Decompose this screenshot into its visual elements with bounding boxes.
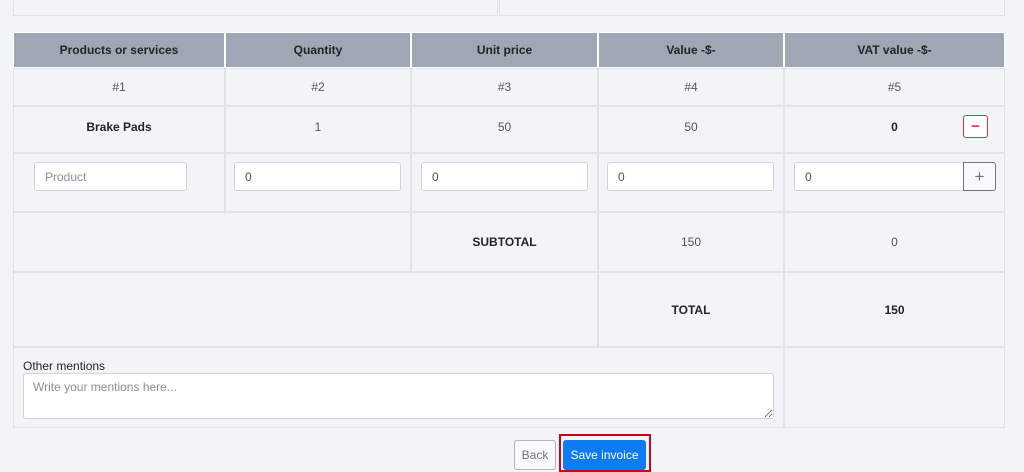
value-input[interactable]	[607, 162, 774, 191]
total-label: TOTAL	[598, 272, 784, 347]
top-panel-left	[13, 0, 498, 16]
col-number-1: #1	[13, 68, 225, 106]
mentions-side-cell	[784, 347, 1005, 428]
subtotal-value: 150	[598, 212, 784, 272]
item-unit-price: 50	[411, 106, 598, 153]
subtotal-label: SUBTOTAL	[411, 212, 598, 272]
header-vat: VAT value -$-	[784, 32, 1005, 68]
col-number-3: #3	[411, 68, 598, 106]
top-panel-right	[499, 0, 1005, 16]
item-value: 50	[598, 106, 784, 153]
header-quantity: Quantity	[225, 32, 411, 68]
total-value: 150	[784, 272, 1005, 347]
col-number-4: #4	[598, 68, 784, 106]
add-item-button[interactable]: +	[963, 162, 996, 191]
col-number-5: #5	[784, 68, 1005, 106]
mentions-textarea[interactable]	[23, 373, 774, 419]
header-unit-price: Unit price	[411, 32, 598, 68]
item-vat: 0	[891, 119, 898, 134]
unit-price-input[interactable]	[421, 162, 588, 191]
item-product: Brake Pads	[13, 106, 225, 153]
item-quantity: 1	[225, 106, 411, 153]
subtotal-empty	[13, 212, 411, 272]
header-products: Products or services	[13, 32, 225, 68]
mentions-label: Other mentions	[23, 359, 106, 373]
save-invoice-button[interactable]: Save invoice	[563, 440, 646, 470]
header-value: Value -$-	[598, 32, 784, 68]
total-empty	[13, 272, 598, 347]
quantity-input[interactable]	[234, 162, 401, 191]
product-input[interactable]	[34, 162, 187, 191]
vat-input[interactable]	[794, 162, 964, 191]
subtotal-vat: 0	[784, 212, 1005, 272]
back-button[interactable]: Back	[514, 440, 556, 470]
remove-item-button[interactable]: −	[963, 115, 988, 138]
col-number-2: #2	[225, 68, 411, 106]
